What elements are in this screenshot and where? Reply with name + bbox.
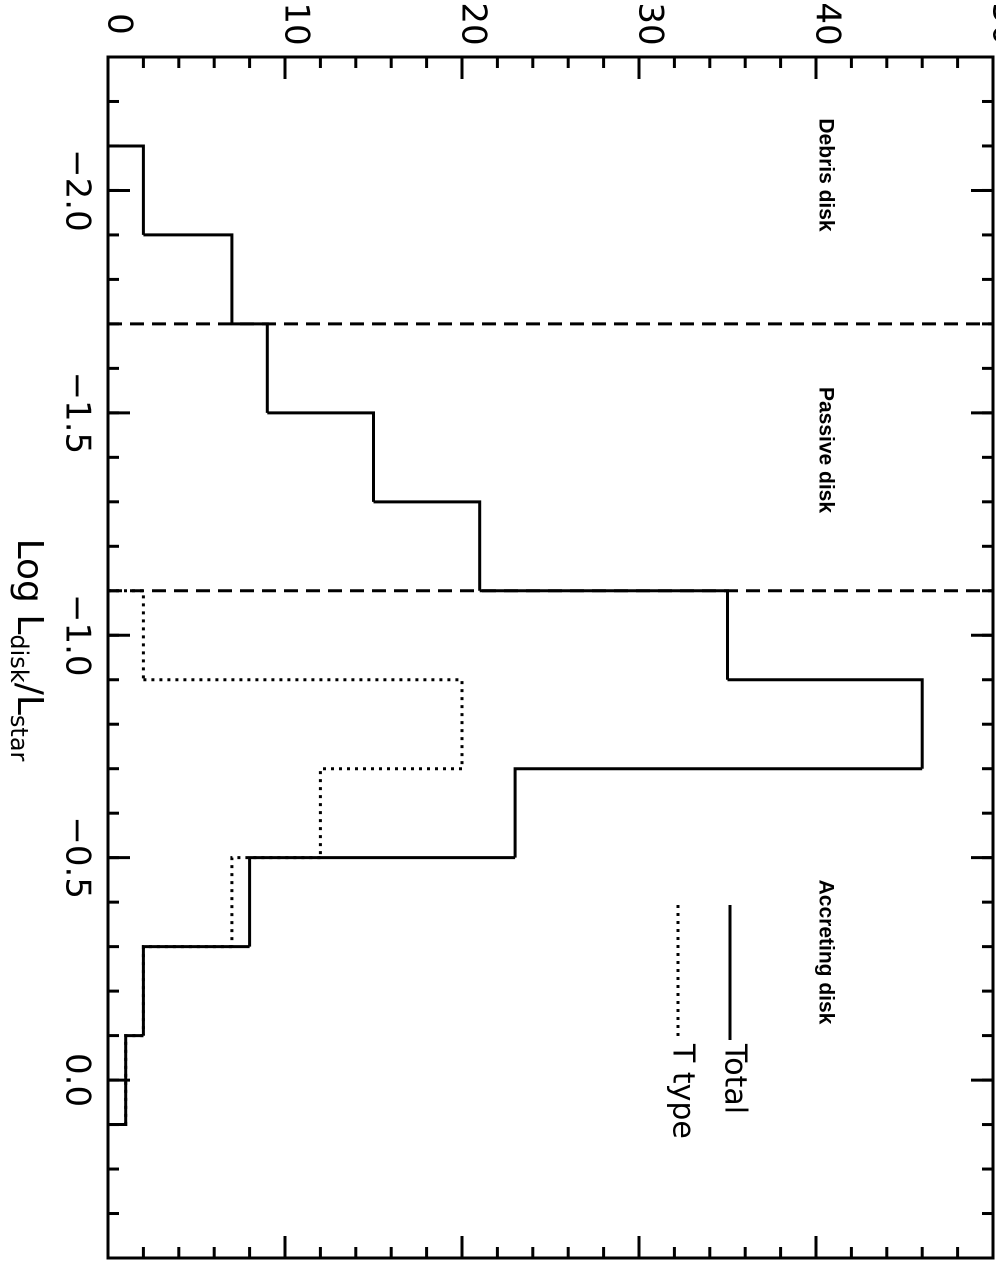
histogram-step bbox=[141, 945, 250, 1036]
x-tick-label: −1.5 bbox=[58, 372, 98, 455]
histogram-step bbox=[141, 945, 232, 1036]
histogram-step bbox=[479, 589, 729, 680]
histogram-step bbox=[373, 500, 482, 591]
plot-frame bbox=[106, 55, 995, 1260]
y-tick-label: 20 bbox=[454, 2, 494, 45]
legend-label: Total bbox=[718, 1043, 753, 1114]
histogram-step bbox=[267, 411, 375, 502]
histogram-step bbox=[143, 678, 464, 769]
histogram-step bbox=[318, 767, 462, 858]
x-axis-title-sub: star bbox=[5, 715, 33, 762]
histogram-step bbox=[231, 322, 269, 413]
x-tick-label: −0.5 bbox=[58, 816, 98, 899]
histogram-step bbox=[513, 767, 923, 858]
x-tick-label: −1.0 bbox=[58, 594, 98, 677]
legend-label: T type bbox=[666, 1043, 701, 1139]
y-tick-label: 40 bbox=[808, 2, 848, 45]
histogram-step bbox=[230, 856, 321, 947]
x-tick-label: 0.0 bbox=[58, 1053, 98, 1107]
annotation: Passive disk bbox=[814, 387, 837, 513]
x-axis-title-sub: disk bbox=[5, 634, 33, 682]
y-tick-label: 50 bbox=[985, 2, 996, 45]
histogram-step bbox=[727, 678, 924, 769]
annotation: Accreting disk bbox=[814, 880, 837, 1025]
y-tick-label: 30 bbox=[631, 2, 671, 45]
x-axis-title-part: Log L bbox=[9, 539, 50, 635]
x-axis-title-part: /L bbox=[9, 683, 50, 715]
x-axis-title: Log Ldisk/Lstar bbox=[5, 539, 50, 762]
histogram-step bbox=[143, 233, 234, 324]
annotation: Debris disk bbox=[814, 118, 837, 232]
x-tick-label: −2.0 bbox=[58, 149, 98, 232]
histogram-step bbox=[108, 1034, 144, 1127]
y-tick-label: 10 bbox=[277, 2, 317, 45]
histogram-step bbox=[108, 144, 145, 235]
y-tick-label: 0 bbox=[100, 13, 140, 35]
histogram-step bbox=[248, 856, 516, 947]
